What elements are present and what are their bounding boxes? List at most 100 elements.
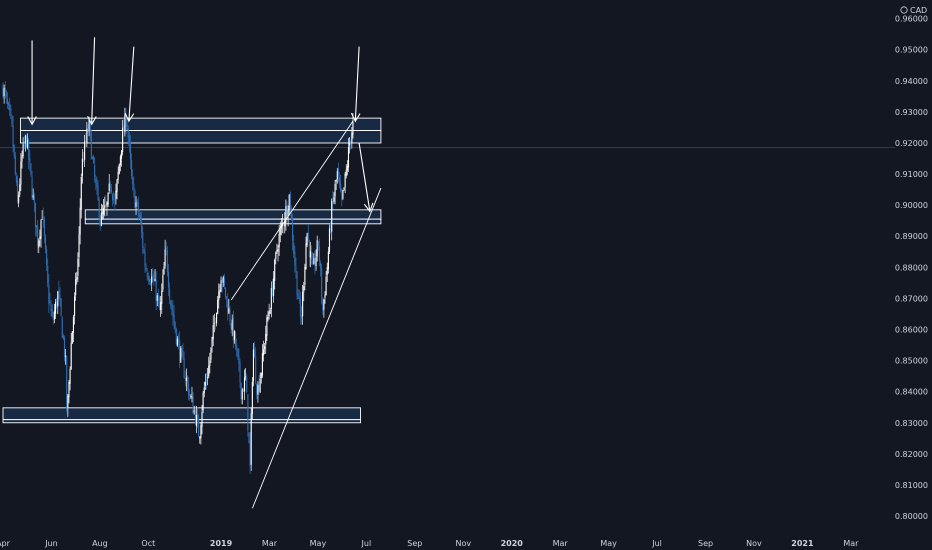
support-resistance-zone[interactable] bbox=[2, 407, 362, 421]
price-tick-label: 0.88000 bbox=[895, 263, 928, 272]
price-tick-label: 0.89000 bbox=[895, 232, 928, 241]
candle-body bbox=[240, 382, 242, 399]
candle-body bbox=[33, 196, 35, 203]
candle-body bbox=[233, 331, 235, 340]
candle-body bbox=[46, 249, 48, 265]
candle-body bbox=[195, 415, 197, 426]
candle-body bbox=[261, 353, 263, 376]
candle-body bbox=[317, 240, 319, 246]
candle-body bbox=[67, 395, 69, 408]
annotation-arrow[interactable] bbox=[128, 46, 135, 122]
time-tick-label: Sep bbox=[407, 539, 422, 548]
annotation-arrow[interactable] bbox=[91, 37, 96, 125]
candle-body bbox=[326, 267, 328, 275]
support-resistance-zone[interactable] bbox=[2, 419, 362, 424]
candle-body bbox=[273, 278, 275, 297]
price-tick-label: 0.87000 bbox=[895, 294, 928, 303]
candle-body bbox=[48, 284, 50, 304]
candle-body bbox=[21, 155, 23, 162]
time-tick-label: Sep bbox=[698, 539, 713, 548]
candle-body bbox=[59, 294, 61, 301]
candle-body bbox=[307, 232, 309, 240]
candle-body bbox=[274, 259, 276, 281]
time-tick-label: 2021 bbox=[791, 539, 814, 548]
candle-body bbox=[336, 171, 338, 180]
price-axis[interactable]: 0.96000 0.95000 0.94000 0.93000 0.92000 0.910… bbox=[895, 15, 928, 521]
candle-body bbox=[151, 276, 153, 284]
candle-body bbox=[88, 120, 90, 130]
candle-body bbox=[148, 278, 151, 282]
candle-body bbox=[124, 114, 126, 133]
candle-body bbox=[203, 387, 205, 394]
annotation-arrow[interactable] bbox=[358, 142, 371, 212]
candle-body bbox=[262, 349, 265, 356]
candle-body bbox=[211, 337, 213, 348]
price-tick-label: 0.85000 bbox=[895, 357, 928, 366]
candle-body bbox=[239, 362, 241, 383]
candle-body bbox=[156, 295, 158, 301]
candle-body bbox=[104, 205, 106, 209]
trendline[interactable] bbox=[252, 187, 382, 509]
price-tick-label: 0.81000 bbox=[895, 481, 928, 490]
candle-body bbox=[144, 251, 146, 267]
candle-body bbox=[89, 122, 91, 132]
candle-body bbox=[314, 258, 316, 267]
annotation-arrow[interactable] bbox=[354, 46, 360, 122]
candle-body bbox=[65, 355, 67, 358]
time-axis[interactable]: Apr Jun Aug Oct 2019 Mar May Jul Sep Nov 2020 Mar Ma… bbox=[0, 539, 859, 548]
candle-body bbox=[103, 208, 105, 215]
candle-body bbox=[14, 156, 16, 175]
support-resistance-zone[interactable] bbox=[19, 117, 382, 132]
price-tick-label: 0.90000 bbox=[895, 201, 928, 210]
candle-body bbox=[160, 302, 162, 310]
support-resistance-zone[interactable] bbox=[19, 130, 382, 144]
candle-body bbox=[11, 116, 13, 125]
candle-body bbox=[247, 394, 249, 431]
candle-body bbox=[4, 87, 6, 93]
candle-body bbox=[249, 440, 251, 466]
candle-body bbox=[143, 249, 145, 253]
candle-body bbox=[35, 225, 38, 228]
candle-body bbox=[319, 262, 322, 269]
candle-body bbox=[311, 252, 313, 260]
candle-body bbox=[286, 205, 288, 216]
support-resistance-zone[interactable] bbox=[84, 218, 382, 225]
candle-body bbox=[346, 165, 348, 171]
candle-body bbox=[259, 378, 261, 393]
candle-body bbox=[296, 271, 298, 295]
candle-body bbox=[227, 299, 229, 314]
candle-body bbox=[177, 339, 180, 342]
candle-body bbox=[105, 203, 107, 205]
candle-body bbox=[343, 187, 345, 190]
candle-body bbox=[204, 382, 206, 386]
candle-body bbox=[267, 316, 269, 320]
candle-body bbox=[238, 355, 240, 364]
candle-body bbox=[260, 373, 262, 378]
candle-body bbox=[15, 176, 17, 183]
candle-body bbox=[78, 234, 80, 258]
candle-body bbox=[321, 268, 323, 298]
candle-body bbox=[174, 321, 176, 331]
candle-body bbox=[8, 102, 10, 106]
candle-body bbox=[129, 142, 132, 160]
candle-body bbox=[245, 376, 247, 378]
candle-body bbox=[285, 206, 287, 223]
candle-body bbox=[84, 141, 86, 160]
candle-body bbox=[268, 312, 270, 317]
candle-body bbox=[256, 383, 258, 395]
candle-body bbox=[125, 115, 127, 127]
candle-body bbox=[198, 418, 200, 437]
lines-layer bbox=[27, 37, 382, 509]
candle-body bbox=[32, 195, 34, 198]
candle-body bbox=[232, 317, 234, 341]
candle-body bbox=[106, 202, 108, 207]
candle-body bbox=[171, 304, 173, 310]
candle-body bbox=[185, 377, 187, 381]
candle-body bbox=[87, 130, 89, 132]
candle-body bbox=[237, 348, 239, 357]
trendline[interactable] bbox=[230, 120, 354, 301]
support-resistance-zone[interactable] bbox=[84, 209, 382, 220]
time-tick-label: 2020 bbox=[501, 539, 524, 548]
candle-body bbox=[200, 425, 202, 438]
